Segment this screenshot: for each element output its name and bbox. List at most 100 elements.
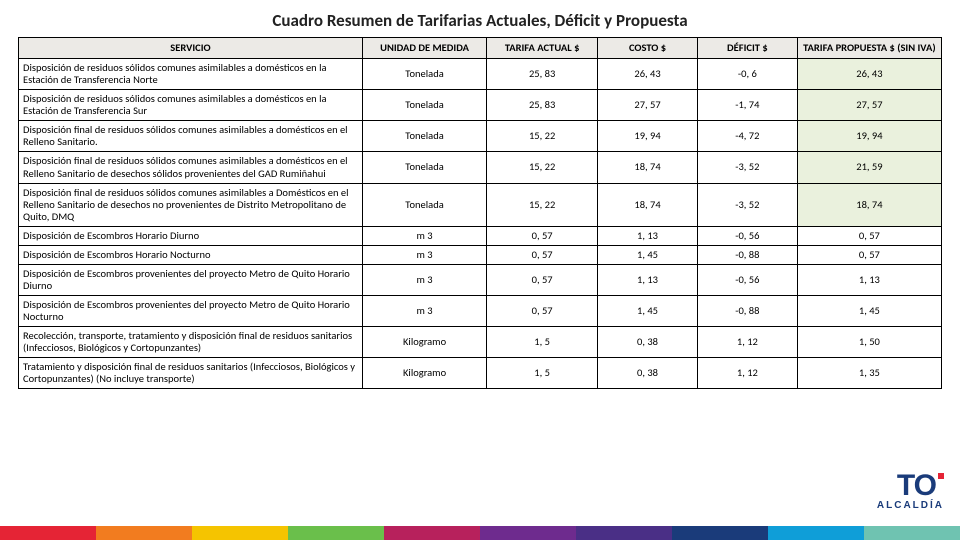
cell: 27, 57 xyxy=(797,90,941,121)
cell: 0, 57 xyxy=(487,245,598,264)
cell: Tonelada xyxy=(362,90,486,121)
table-row: Disposición de residuos sólidos comunes … xyxy=(19,59,942,90)
stripe-segment xyxy=(96,526,192,540)
cell: -1, 74 xyxy=(697,90,797,121)
cell: Disposición de Escombros provenientes de… xyxy=(19,296,363,327)
cell: m 3 xyxy=(362,296,486,327)
cell: 19, 94 xyxy=(797,121,941,152)
cell: -3, 52 xyxy=(697,183,797,226)
cell: 1, 45 xyxy=(598,296,698,327)
cell: Tratamiento y disposición final de resid… xyxy=(19,358,363,389)
col-unidad: UNIDAD DE MEDIDA xyxy=(362,38,486,59)
table-row: Disposición final de residuos sólidos co… xyxy=(19,152,942,183)
cell: Disposición final de residuos sólidos co… xyxy=(19,152,363,183)
cell: 0, 57 xyxy=(797,245,941,264)
stripe-segment xyxy=(672,526,768,540)
cell: -0, 88 xyxy=(697,245,797,264)
col-deficit: DÉFICIT $ xyxy=(697,38,797,59)
cell: 15, 22 xyxy=(487,121,598,152)
stripe-segment xyxy=(0,526,96,540)
cell: 1, 45 xyxy=(797,296,941,327)
col-tarifa-propuesta: TARIFA PROPUESTA $ (SIN IVA) xyxy=(797,38,941,59)
table-row: Tratamiento y disposición final de resid… xyxy=(19,358,942,389)
cell: -0, 88 xyxy=(697,296,797,327)
table-header-row: SERVICIO UNIDAD DE MEDIDA TARIFA ACTUAL … xyxy=(19,38,942,59)
cell: -3, 52 xyxy=(697,152,797,183)
cell: 0, 57 xyxy=(487,296,598,327)
cell: 0, 57 xyxy=(797,226,941,245)
cell: 21, 59 xyxy=(797,152,941,183)
cell: -4, 72 xyxy=(697,121,797,152)
table-row: Disposición de Escombros Horario Diurnom… xyxy=(19,226,942,245)
cell: -0, 56 xyxy=(697,264,797,295)
cell: 19, 94 xyxy=(598,121,698,152)
cell: Tonelada xyxy=(362,121,486,152)
cell: 1, 12 xyxy=(697,327,797,358)
table-row: Disposición de Escombros provenientes de… xyxy=(19,264,942,295)
tariff-table: SERVICIO UNIDAD DE MEDIDA TARIFA ACTUAL … xyxy=(18,37,942,389)
table-row: Disposición de Escombros provenientes de… xyxy=(19,296,942,327)
page-title: Cuadro Resumen de Tarifarias Actuales, D… xyxy=(0,0,960,37)
cell: 25, 83 xyxy=(487,59,598,90)
stripe-segment xyxy=(192,526,288,540)
cell: 1, 5 xyxy=(487,358,598,389)
table-row: Disposición de Escombros Horario Nocturn… xyxy=(19,245,942,264)
cell: 0, 38 xyxy=(598,327,698,358)
cell: 26, 43 xyxy=(797,59,941,90)
cell: 1, 5 xyxy=(487,327,598,358)
col-costo: COSTO $ xyxy=(598,38,698,59)
cell: Tonelada xyxy=(362,183,486,226)
cell: 0, 57 xyxy=(487,264,598,295)
cell: 18, 74 xyxy=(598,152,698,183)
cell: Disposición de residuos sólidos comunes … xyxy=(19,90,363,121)
logo-subtext: ALCALDÍA xyxy=(858,500,944,511)
cell: 0, 57 xyxy=(487,226,598,245)
cell: Kilogramo xyxy=(362,327,486,358)
cell: 1, 35 xyxy=(797,358,941,389)
cell: 18, 74 xyxy=(797,183,941,226)
cell: 15, 22 xyxy=(487,152,598,183)
cell: Tonelada xyxy=(362,59,486,90)
logo-text: TO xyxy=(897,469,936,502)
cell: m 3 xyxy=(362,245,486,264)
cell: Disposición de Escombros provenientes de… xyxy=(19,264,363,295)
footer-color-stripe xyxy=(0,526,960,540)
cell: 26, 43 xyxy=(598,59,698,90)
cell: m 3 xyxy=(362,264,486,295)
cell: 0, 38 xyxy=(598,358,698,389)
table-row: Disposición final de residuos sólidos co… xyxy=(19,183,942,226)
stripe-segment xyxy=(864,526,960,540)
stripe-segment xyxy=(768,526,864,540)
tariff-table-wrap: SERVICIO UNIDAD DE MEDIDA TARIFA ACTUAL … xyxy=(0,37,960,389)
col-servicio: SERVICIO xyxy=(19,38,363,59)
cell: Disposición final de residuos sólidos co… xyxy=(19,121,363,152)
cell: 15, 22 xyxy=(487,183,598,226)
logo-dot-icon xyxy=(938,473,944,479)
cell: Disposición de Escombros Horario Nocturn… xyxy=(19,245,363,264)
cell: Kilogramo xyxy=(362,358,486,389)
cell: -0, 6 xyxy=(697,59,797,90)
cell: 1, 50 xyxy=(797,327,941,358)
cell: Tonelada xyxy=(362,152,486,183)
table-row: Disposición final de residuos sólidos co… xyxy=(19,121,942,152)
cell: 1, 13 xyxy=(598,264,698,295)
cell: Recolección, transporte, tratamiento y d… xyxy=(19,327,363,358)
cell: Disposición de residuos sólidos comunes … xyxy=(19,59,363,90)
cell: 18, 74 xyxy=(598,183,698,226)
cell: 1, 13 xyxy=(598,226,698,245)
cell: 1, 13 xyxy=(797,264,941,295)
cell: Disposición de Escombros Horario Diurno xyxy=(19,226,363,245)
cell: m 3 xyxy=(362,226,486,245)
stripe-segment xyxy=(288,526,384,540)
table-row: Disposición de residuos sólidos comunes … xyxy=(19,90,942,121)
stripe-segment xyxy=(480,526,576,540)
cell: 1, 45 xyxy=(598,245,698,264)
table-row: Recolección, transporte, tratamiento y d… xyxy=(19,327,942,358)
cell: 1, 12 xyxy=(697,358,797,389)
cell: 27, 57 xyxy=(598,90,698,121)
alcaldia-logo: TO ALCALDÍA xyxy=(858,474,944,522)
cell: Disposición final de residuos sólidos co… xyxy=(19,183,363,226)
cell: 25, 83 xyxy=(487,90,598,121)
cell: -0, 56 xyxy=(697,226,797,245)
col-tarifa-actual: TARIFA ACTUAL $ xyxy=(487,38,598,59)
